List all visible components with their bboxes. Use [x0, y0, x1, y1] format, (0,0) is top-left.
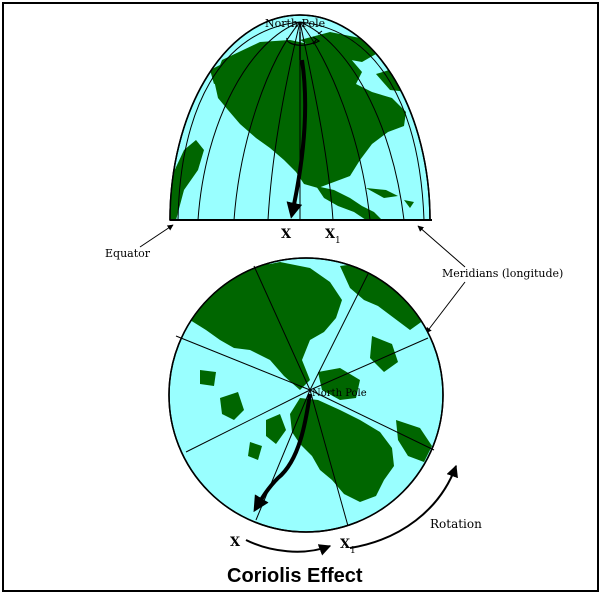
x-to-x1-arrow — [245, 539, 332, 556]
polar-deflection-arrow — [253, 393, 312, 513]
north-pole-center-label: North Pole — [312, 388, 367, 399]
rotation-label: Rotation — [430, 517, 482, 531]
x1-subscript-bottom: 1 — [350, 546, 356, 556]
northern-hemisphere-side-view — [169, 14, 432, 221]
deflection-path-arrow — [286, 59, 308, 219]
equator-label: Equator — [105, 247, 151, 260]
equator-pointer-arrow — [139, 224, 174, 248]
x1-subscript-top: 1 — [335, 236, 341, 246]
x-start-label-top: X — [281, 227, 292, 242]
polar-land — [180, 258, 432, 502]
x1-label-bottom: X — [340, 537, 351, 552]
meridians-pointer-arrow-bottom — [425, 281, 466, 334]
pole-rotation-icon — [286, 30, 323, 60]
north-pole-label: North Pole — [265, 17, 325, 30]
x1-label-top: X — [325, 227, 336, 242]
polar-view-globe — [168, 257, 444, 533]
rotation-arrow — [349, 464, 458, 549]
meridians-label: Meridians (longitude) — [442, 267, 563, 280]
x-start-label-bottom: X — [230, 535, 241, 550]
meridians-pointer-arrow-top — [417, 225, 466, 268]
diagram-title: Coriolis Effect — [227, 565, 363, 587]
